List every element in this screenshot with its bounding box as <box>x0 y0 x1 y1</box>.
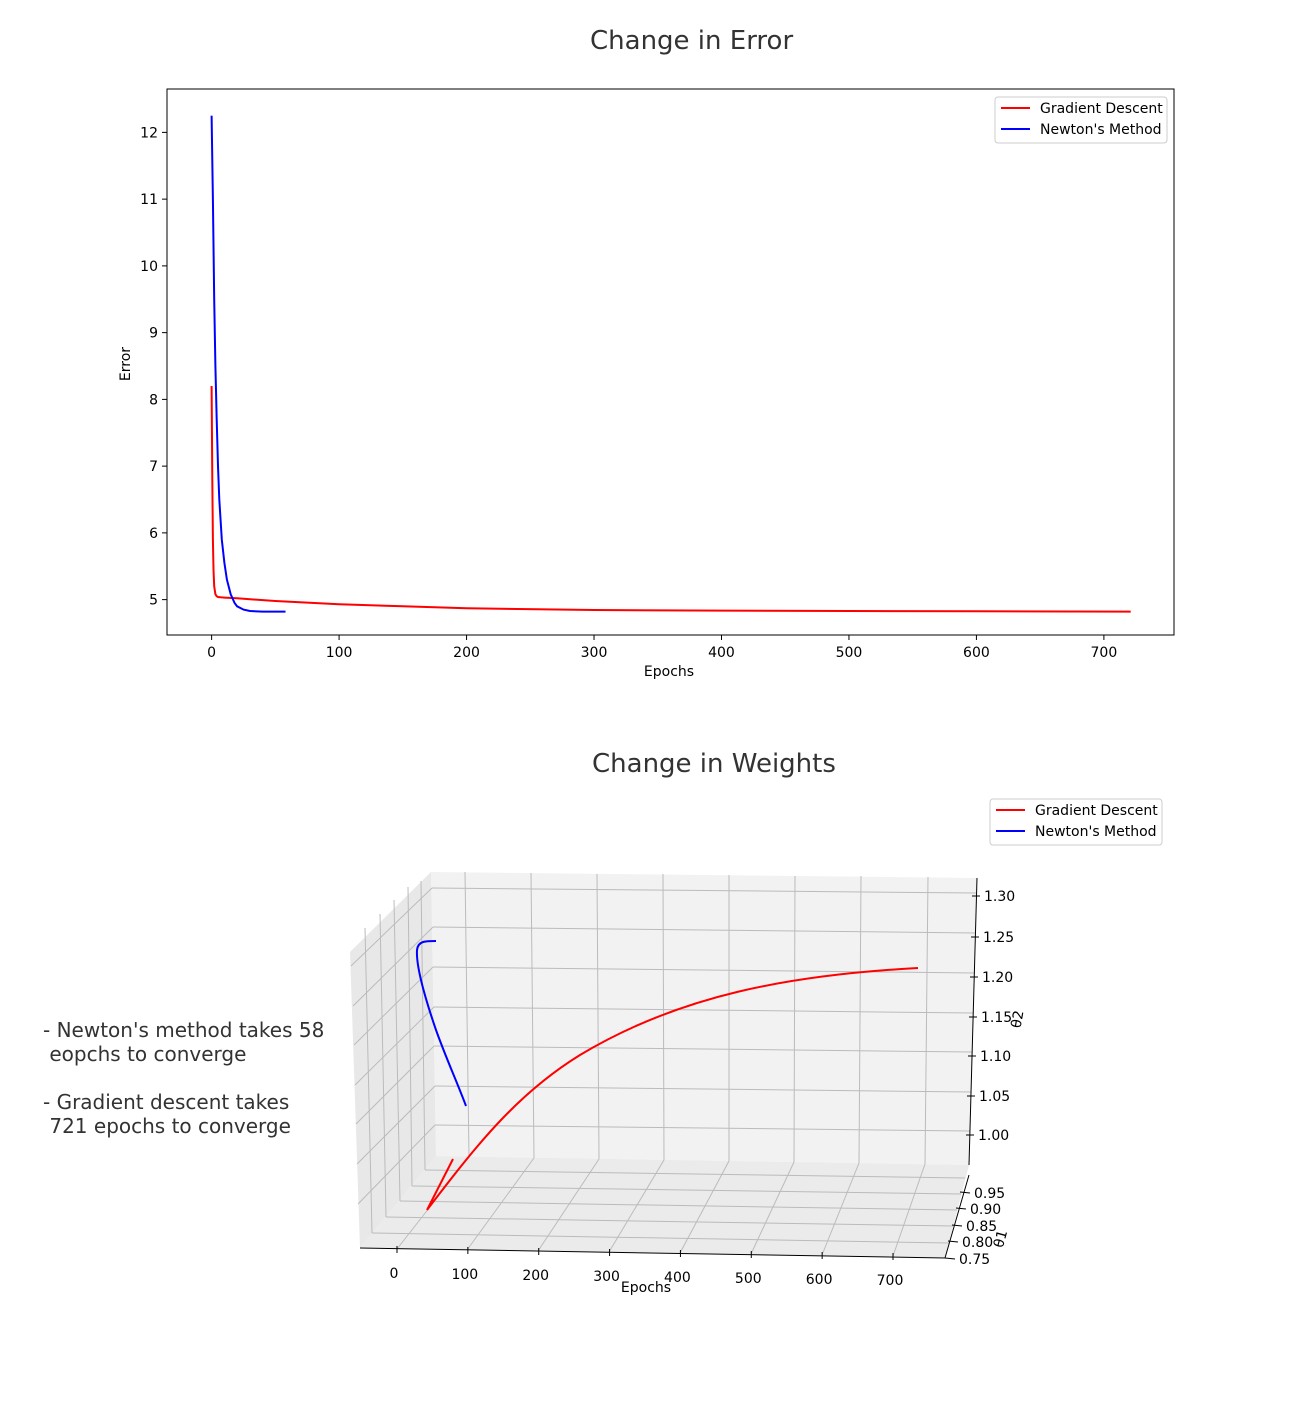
y-tick-label-3d: 0.75 <box>959 1252 990 1268</box>
notes-line-3: - Gradient descent takes <box>43 1090 290 1114</box>
z-tick-label-3d: 1.15 <box>981 1010 1012 1026</box>
legend: Gradient Descent Newton's Method <box>994 96 1168 144</box>
x-tick-label-3d: 200 <box>522 1268 549 1284</box>
y-tick-mark-3d <box>951 1224 963 1227</box>
y-tick-label: 7 <box>149 459 158 475</box>
x-tick-label-3d: 300 <box>593 1269 620 1285</box>
y-tick-label: 11 <box>140 192 158 208</box>
y-tick-mark-3d <box>955 1207 967 1210</box>
series-line-gd <box>210 385 1131 613</box>
x-tick-label-3d: 500 <box>735 1271 762 1287</box>
legend-label-gd: Gradient Descent <box>1040 101 1163 117</box>
x-tick-label-3d: 700 <box>877 1273 904 1289</box>
x-tick-label: 300 <box>581 645 608 661</box>
y-tick-label: 12 <box>140 125 158 141</box>
z-tick-label-3d: 1.20 <box>982 970 1013 986</box>
x-tick-label: 100 <box>326 645 353 661</box>
series-line-newton <box>210 115 286 613</box>
x-tick-label: 0 <box>207 645 216 661</box>
legend-3d: Gradient Descent Newton's Method <box>989 798 1163 846</box>
x-tick-label-3d: 100 <box>451 1267 478 1283</box>
z-axis-label-3d: θ2 <box>1009 1009 1028 1029</box>
z-tick-label-3d: 1.10 <box>980 1049 1011 1065</box>
y-tick-label-3d: 0.80 <box>962 1235 993 1251</box>
y-tick-mark-3d <box>959 1191 971 1194</box>
x-tick-label: 200 <box>453 645 480 661</box>
x-tick-label: 600 <box>963 645 990 661</box>
y-tick-label: 5 <box>149 593 158 609</box>
notes-text: - Newton's method takes 58 eopchs to con… <box>43 1018 324 1138</box>
axis-lines <box>359 877 978 1259</box>
x-axis-label-3d: Epochs <box>621 1280 671 1296</box>
y-tick-label-3d: 0.95 <box>974 1186 1005 1202</box>
series-line-gd-3d <box>426 967 919 1211</box>
y-tick-label-3d: 0.90 <box>970 1202 1001 1218</box>
z-tick-label-3d: 1.25 <box>983 930 1014 946</box>
z-tick-label-3d: 1.30 <box>984 889 1015 905</box>
error-chart: 0 100 200 300 400 500 600 700 5 6 7 8 9 10 11 12 Epochs… <box>118 88 1175 680</box>
y-axis-label: Error <box>118 347 134 381</box>
plot-frame <box>166 88 1175 636</box>
series-line-newton-3d <box>415 940 467 1107</box>
x-tick-label: 500 <box>836 645 863 661</box>
x-tick-label-3d: 400 <box>664 1270 691 1286</box>
chart-title-weights: Change in Weights <box>592 749 836 779</box>
y-tick-mark-3d <box>947 1240 959 1243</box>
floor-pane <box>360 1156 969 1258</box>
grid-lines <box>350 871 977 1257</box>
notes-line-4: 721 epochs to converge <box>43 1114 291 1138</box>
legend-label-gd-3d: Gradient Descent <box>1035 803 1158 819</box>
notes-line-2: eopchs to converge <box>43 1042 247 1066</box>
z-tick-label-3d: 1.00 <box>978 1128 1009 1144</box>
y-tick-label-3d: 0.85 <box>966 1219 997 1235</box>
left-pane <box>350 872 436 1248</box>
back-pane <box>431 872 977 1165</box>
y-axis-label-3d: θ1 <box>991 1228 1011 1249</box>
z-tick-label-3d: 1.05 <box>979 1089 1010 1105</box>
y-tick-label: 9 <box>149 326 158 342</box>
x-tick-label-3d: 0 <box>390 1266 399 1282</box>
x-tick-label: 700 <box>1091 645 1118 661</box>
y-tick-label: 10 <box>140 259 158 275</box>
legend-label-newton: Newton's Method <box>1040 122 1162 138</box>
legend-label-newton-3d: Newton's Method <box>1035 824 1157 840</box>
y-tick-label: 6 <box>149 526 158 542</box>
x-axis-label: Epochs <box>644 664 694 680</box>
y-tick-mark-3d <box>944 1257 956 1260</box>
x-tick-label-3d: 600 <box>806 1272 833 1288</box>
notes-line-1: - Newton's method takes 58 <box>43 1018 325 1042</box>
chart-title-error: Change in Error <box>590 26 794 56</box>
x-tick-label: 400 <box>708 645 735 661</box>
y-tick-label: 8 <box>149 392 158 408</box>
